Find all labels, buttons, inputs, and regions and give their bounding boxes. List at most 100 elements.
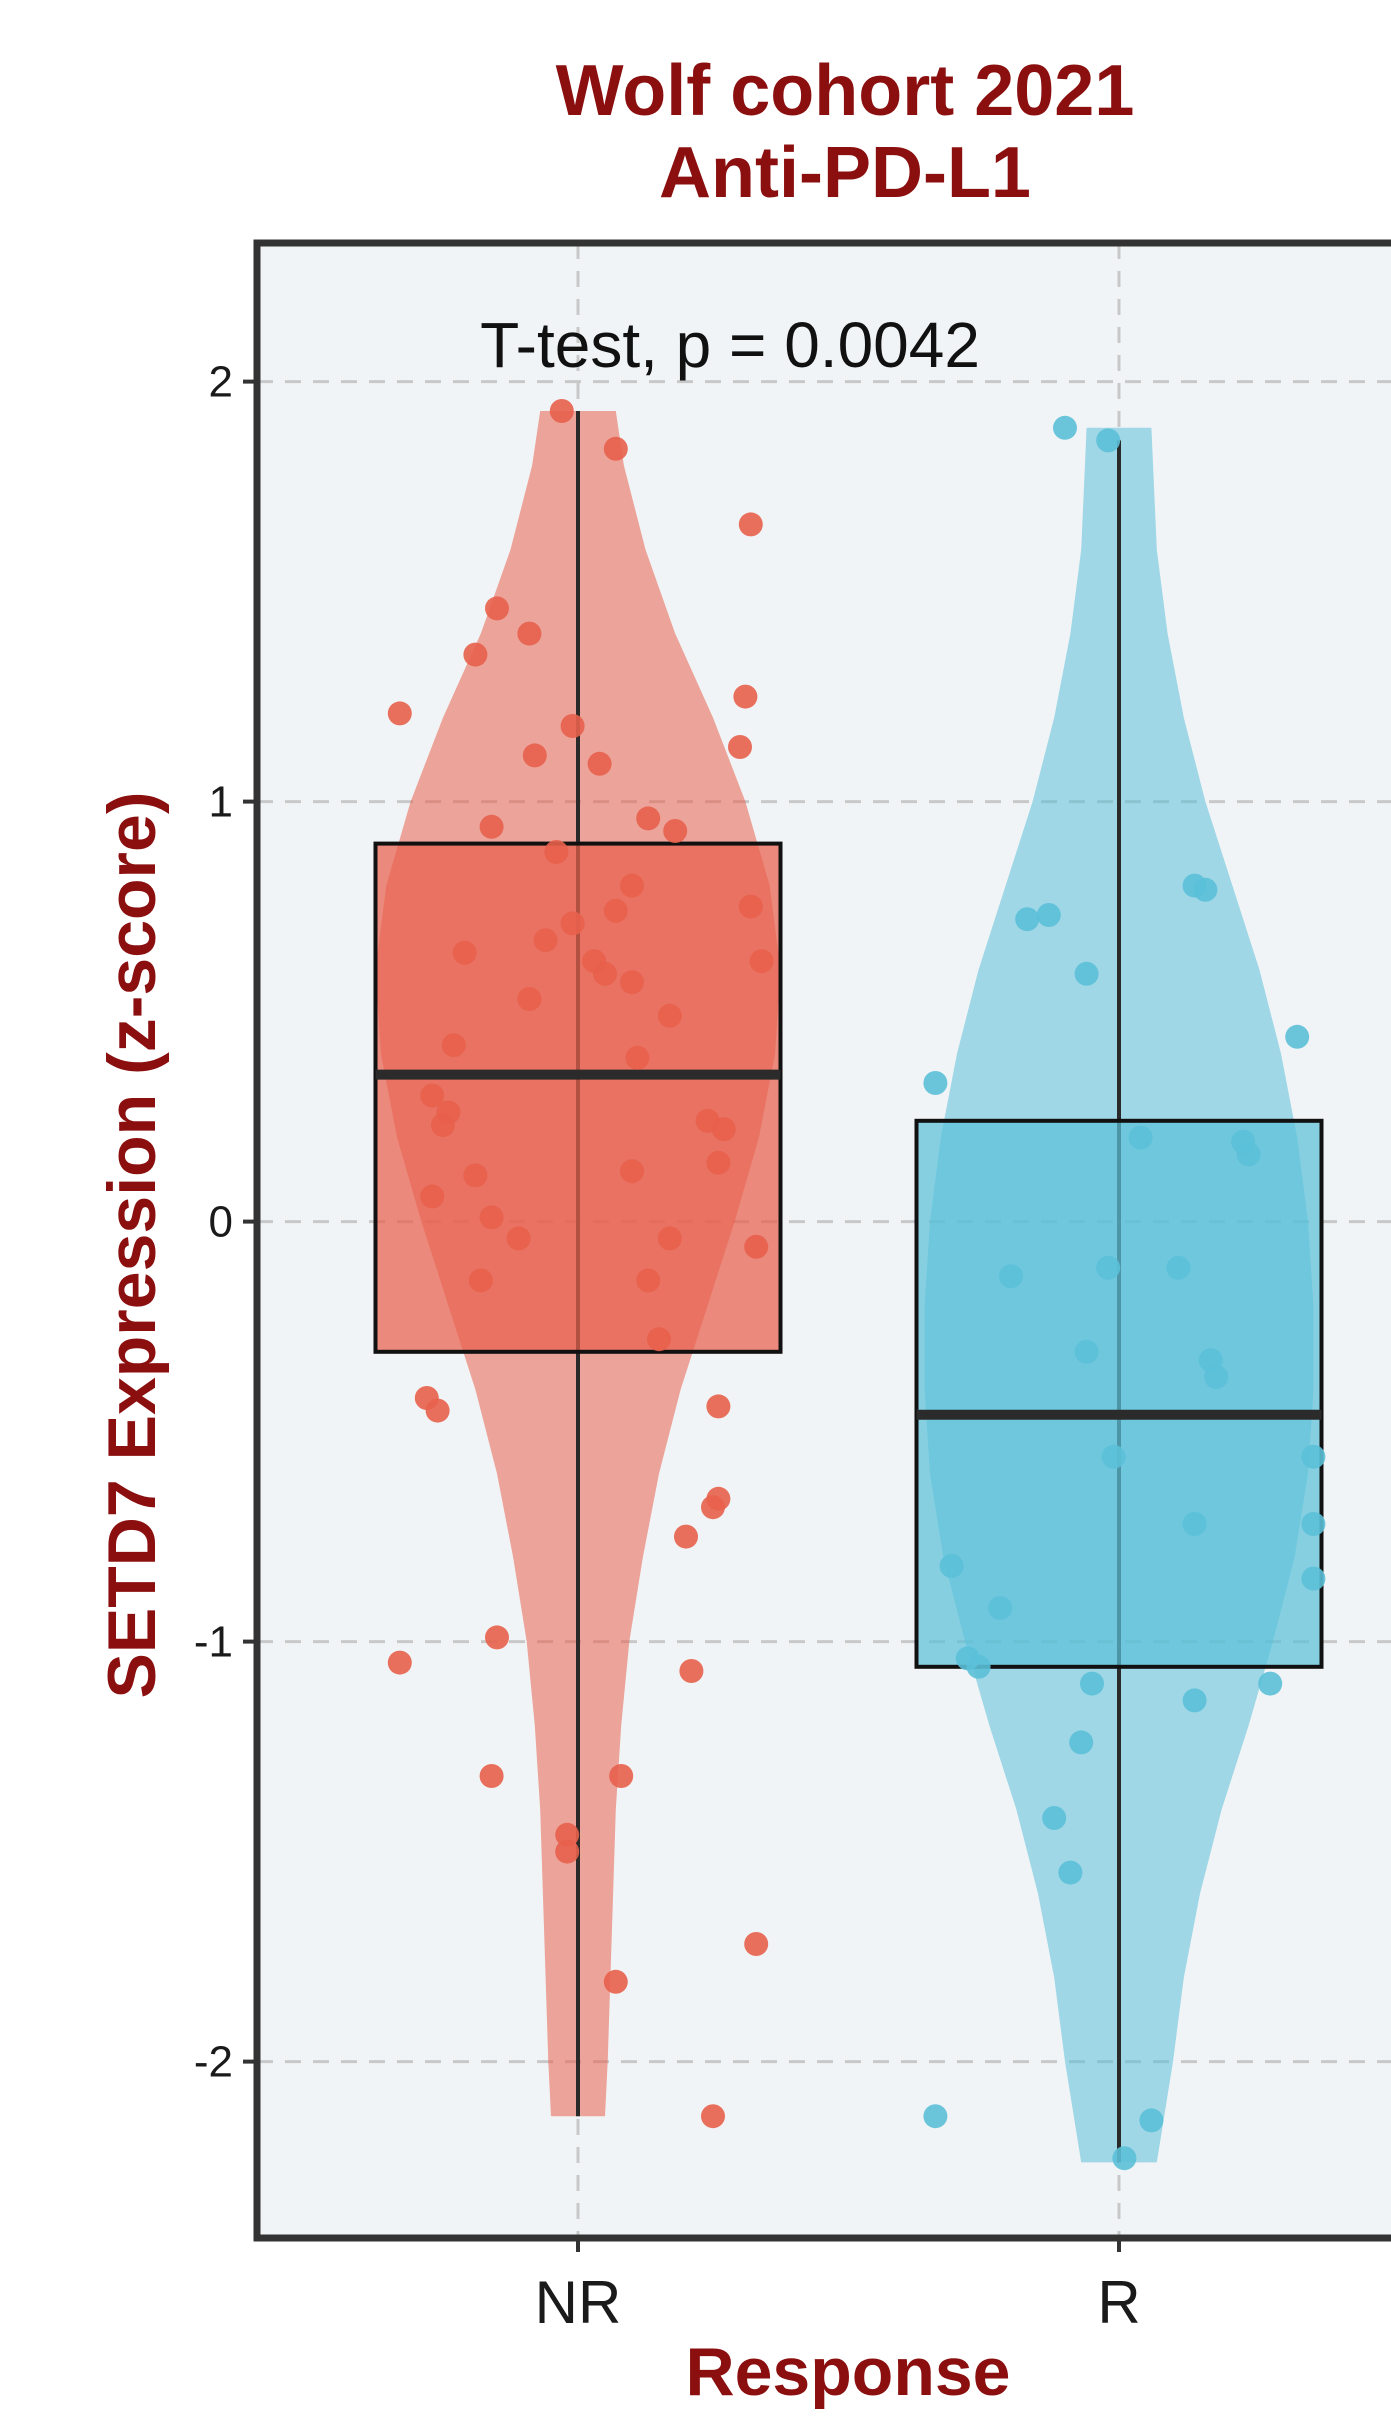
y-tick-label: 2	[209, 358, 233, 407]
data-point-nr	[636, 806, 661, 831]
data-point-nr	[749, 949, 774, 974]
data-point-nr	[560, 714, 585, 738]
data-point-nr	[425, 1398, 450, 1423]
axes: -2 -1 0 1 2 NR R	[194, 358, 1141, 2336]
data-point-nr	[533, 928, 558, 953]
data-point-r	[1069, 1730, 1094, 1755]
data-point-nr	[560, 911, 585, 936]
data-point-nr	[452, 940, 477, 965]
data-point-r	[1139, 2108, 1164, 2133]
data-point-r	[1015, 907, 1040, 932]
data-point-nr	[441, 1033, 466, 1058]
chart-title-line-2: Anti-PD-L1	[659, 133, 1031, 213]
data-point-r	[999, 1264, 1023, 1289]
t-test-annotation: T-test, p = 0.0042	[480, 309, 980, 381]
data-point-nr	[522, 743, 547, 768]
data-point-nr	[603, 1969, 628, 1994]
data-point-nr	[555, 1822, 580, 1847]
data-point-nr	[587, 751, 612, 776]
data-point-r	[1096, 428, 1121, 453]
y-tick-label: -1	[194, 1618, 233, 1667]
data-point-r	[1042, 1806, 1067, 1830]
x-tick-label-r: R	[1097, 2269, 1140, 2336]
data-point-nr	[479, 1205, 504, 1230]
data-point-nr	[679, 1659, 704, 1683]
y-tick-label: 1	[209, 778, 233, 827]
data-point-r	[1074, 1339, 1099, 1364]
data-point-nr	[701, 1495, 725, 1520]
data-point-nr	[657, 1003, 682, 1028]
data-point-nr	[479, 1764, 504, 1788]
data-point-r	[1193, 877, 1218, 902]
box-r	[914, 1118, 1324, 1669]
data-point-nr	[728, 735, 752, 759]
data-point-nr	[674, 1524, 698, 1549]
data-point-r	[1128, 1125, 1153, 1150]
data-point-r	[1231, 1129, 1256, 1154]
data-point-nr	[620, 1159, 644, 1184]
data-point-nr	[663, 819, 688, 843]
data-point-r	[923, 2104, 948, 2129]
x-tick-label-nr: NR	[535, 2269, 622, 2336]
data-point-nr	[485, 1625, 509, 1650]
chart-title: Wolf cohort 2021 Anti-PD-L1	[556, 51, 1135, 213]
data-point-r	[1058, 1860, 1083, 1885]
data-point-nr	[506, 1226, 531, 1251]
data-point-nr	[463, 1163, 488, 1188]
data-point-nr	[603, 436, 628, 461]
data-point-r	[1258, 1671, 1283, 1696]
data-point-nr	[620, 873, 644, 898]
data-point-r	[939, 1554, 964, 1578]
data-groups	[373, 399, 1326, 2171]
data-point-nr	[549, 399, 574, 423]
data-point-nr	[603, 898, 628, 923]
data-point-nr	[387, 701, 412, 726]
data-point-nr	[744, 1932, 769, 1956]
data-point-r	[966, 1654, 991, 1679]
data-point-nr	[544, 840, 569, 864]
data-point-nr	[738, 894, 763, 919]
data-point-nr	[744, 1234, 769, 1259]
data-point-nr	[420, 1083, 445, 1108]
data-point-nr	[593, 961, 617, 986]
data-point-r	[1053, 415, 1077, 440]
plot-frame	[253, 239, 1391, 2242]
data-point-r	[1074, 961, 1099, 986]
data-point-nr	[620, 970, 644, 995]
data-point-r	[1166, 1255, 1191, 1280]
data-point-nr	[431, 1113, 455, 1137]
data-point-nr	[706, 1150, 731, 1175]
data-point-nr	[468, 1268, 493, 1293]
data-point-r	[923, 1071, 948, 1095]
data-point-nr	[733, 684, 758, 709]
data-point-r	[1182, 1688, 1207, 1713]
data-point-r	[1101, 1444, 1126, 1469]
data-point-r	[1182, 1512, 1207, 1536]
data-point-nr	[555, 1839, 580, 1864]
data-point-nr	[636, 1268, 661, 1293]
data-point-nr	[657, 1226, 682, 1251]
data-point-nr	[711, 1117, 736, 1142]
data-point-r	[1285, 1024, 1310, 1049]
y-axis-title: SETD7 Expression (z-score)	[94, 792, 170, 1699]
data-point-r	[1301, 1444, 1326, 1469]
data-point-r	[988, 1596, 1013, 1620]
y-tick-label: 0	[209, 1198, 233, 1247]
data-point-nr	[647, 1327, 671, 1352]
chart-title-line-1: Wolf cohort 2021	[556, 51, 1135, 131]
data-point-nr	[609, 1764, 634, 1788]
group-r	[914, 415, 1326, 2171]
data-point-nr	[706, 1394, 731, 1419]
data-point-nr	[420, 1184, 445, 1209]
data-point-r	[1080, 1671, 1104, 1696]
y-tick-label: -2	[194, 2038, 233, 2087]
data-point-nr	[517, 987, 542, 1011]
data-point-nr	[738, 512, 763, 537]
data-point-r	[1301, 1512, 1326, 1536]
data-point-r	[1112, 2146, 1137, 2171]
data-point-r	[1036, 903, 1061, 927]
data-point-nr	[517, 621, 542, 646]
data-point-nr	[479, 814, 504, 839]
data-point-nr	[485, 596, 509, 621]
